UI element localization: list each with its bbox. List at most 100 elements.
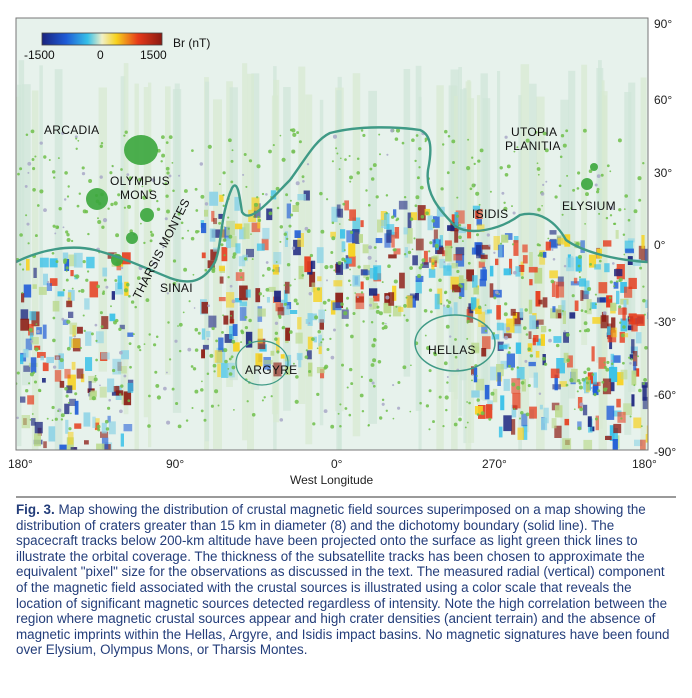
- anomaly-patch: [539, 404, 543, 410]
- crater-dot: [242, 173, 245, 176]
- anomaly-patch: [535, 291, 541, 307]
- crater-dot: [537, 207, 541, 212]
- crater-dot: [27, 161, 32, 166]
- anomaly-patch: [85, 357, 93, 371]
- crater-dot: [272, 269, 275, 272]
- crater-dot: [75, 137, 78, 140]
- crater-dot: [278, 314, 282, 318]
- anomaly-patch: [473, 367, 478, 383]
- crater-dot: [343, 311, 348, 316]
- anomaly-patch: [23, 365, 31, 372]
- anomaly-patch: [123, 424, 133, 432]
- colorbar: [41, 32, 163, 46]
- crater-dot: [578, 271, 581, 273]
- crater-dot: [145, 298, 150, 302]
- crater-dot: [326, 279, 328, 282]
- anomaly-patch: [308, 362, 313, 377]
- crater-dot: [281, 157, 286, 162]
- crater-dot: [579, 402, 584, 407]
- crater-dot: [56, 226, 59, 229]
- anomaly-patch: [528, 361, 536, 367]
- anomaly-patch: [455, 210, 465, 224]
- crater-dot: [182, 311, 185, 314]
- crater-dot: [512, 211, 516, 215]
- anomaly-patch: [29, 311, 37, 321]
- crater-dot: [449, 335, 452, 338]
- crater-dot: [606, 360, 610, 364]
- anomaly-patch: [333, 280, 343, 287]
- crater-dot: [425, 404, 430, 408]
- anomaly-patch: [622, 333, 629, 338]
- anomaly-patch: [522, 424, 528, 440]
- crater-dot: [429, 241, 433, 245]
- track-strip: [628, 82, 636, 392]
- crater-dot: [261, 399, 264, 402]
- crater-dot: [420, 214, 425, 219]
- crater-dot: [16, 371, 20, 375]
- crater-dot: [349, 175, 353, 180]
- anomaly-patch: [284, 281, 290, 294]
- crater-dot: [76, 204, 80, 208]
- crater-dot: [30, 129, 35, 134]
- crater-dot: [279, 418, 284, 422]
- map-area: [15, 17, 649, 451]
- crater-dot: [306, 163, 310, 166]
- crater-dot: [194, 348, 199, 352]
- crater-dot: [293, 298, 298, 303]
- crater-dot: [563, 264, 567, 268]
- region-utopia-2: PLANITIA: [505, 139, 561, 153]
- anomaly-patch: [493, 236, 500, 251]
- anomaly-patch: [511, 419, 516, 435]
- track-strip: [165, 86, 171, 375]
- anomaly-patch: [399, 272, 405, 289]
- crater-dot: [390, 215, 395, 219]
- crater-dot: [562, 143, 567, 148]
- anomaly-patch: [74, 400, 79, 415]
- crater-dot: [368, 303, 373, 307]
- crater-dot: [166, 209, 170, 214]
- crater-dot: [458, 235, 462, 240]
- anomaly-patch: [392, 285, 397, 301]
- anomaly-patch: [628, 277, 637, 289]
- crater-dot: [587, 286, 592, 292]
- anomaly-patch: [26, 258, 30, 271]
- anomaly-patch: [554, 374, 558, 391]
- crater-dot: [381, 321, 385, 325]
- crater-dot: [130, 300, 135, 304]
- anomaly-patch: [209, 191, 219, 206]
- crater-dot: [620, 417, 623, 420]
- crater-dot: [324, 265, 329, 270]
- track-strip: [172, 89, 182, 413]
- crater-dot: [503, 206, 508, 211]
- crater-dot: [540, 254, 543, 258]
- track-strip: [283, 87, 291, 411]
- crater-dot: [129, 365, 132, 369]
- anomaly-patch: [96, 443, 105, 450]
- anomaly-patch: [341, 241, 346, 253]
- crater-dot: [164, 217, 168, 221]
- crater-dot: [566, 358, 571, 363]
- crater-dot: [289, 199, 292, 202]
- anomaly-patch: [453, 302, 458, 315]
- crater-dot: [430, 310, 433, 314]
- anomaly-patch: [513, 312, 521, 327]
- anomaly-patch: [439, 258, 446, 269]
- anomaly-patch: [475, 307, 482, 315]
- crater-dot: [522, 326, 527, 330]
- crater-dot: [295, 181, 300, 186]
- crater-dot: [571, 294, 575, 298]
- crater-dot: [83, 329, 86, 333]
- anomaly-patch: [471, 366, 475, 376]
- anomaly-patch: [261, 238, 269, 251]
- crater-dot: [66, 346, 71, 351]
- crater-dot: [93, 377, 98, 382]
- crater-dot: [424, 140, 427, 143]
- anomaly-patch: [27, 395, 35, 405]
- crater-dot: [466, 337, 469, 340]
- crater-dot: [579, 407, 584, 412]
- crater-dot: [591, 373, 595, 376]
- crater-dot: [97, 428, 101, 432]
- crater-dot: [295, 302, 299, 306]
- anomaly-patch: [642, 396, 648, 410]
- anomaly-patch: [613, 281, 619, 289]
